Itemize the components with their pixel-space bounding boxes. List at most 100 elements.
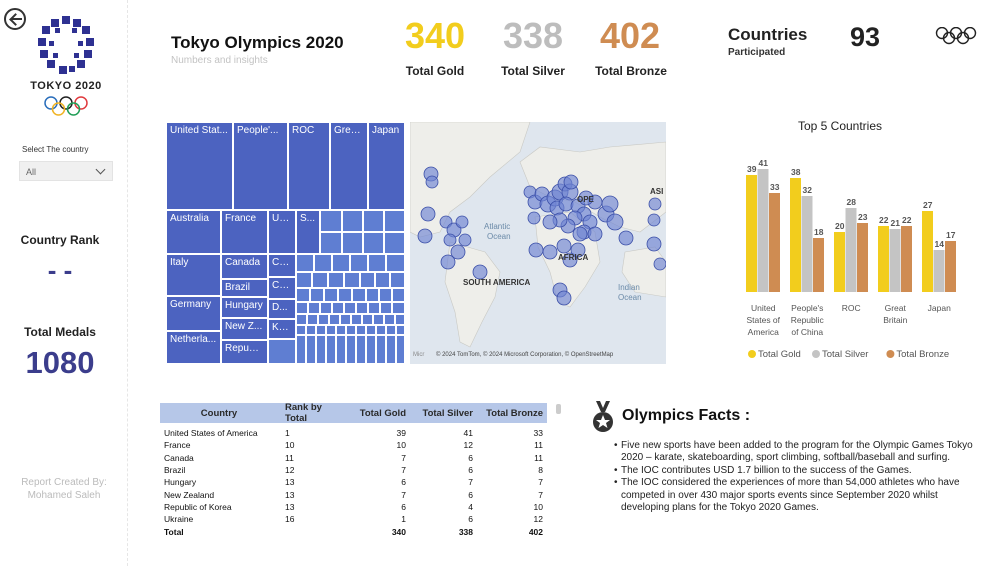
map-bubble[interactable] — [556, 290, 572, 306]
back-arrow-icon[interactable] — [4, 8, 26, 30]
chart-bar[interactable] — [945, 241, 956, 292]
treemap-cell[interactable] — [296, 302, 308, 314]
map-bubble[interactable] — [443, 233, 457, 247]
treemap-cell[interactable] — [360, 272, 375, 288]
treemap-cell[interactable] — [342, 232, 363, 254]
treemap-cell[interactable]: S... — [296, 210, 320, 254]
treemap-cell[interactable]: ROC — [288, 122, 330, 210]
treemap-cell[interactable]: Netherla... — [166, 331, 221, 364]
map-bubble[interactable] — [556, 238, 572, 254]
map-bubble[interactable] — [570, 242, 586, 258]
treemap-cell[interactable] — [346, 335, 356, 364]
treemap-cell[interactable] — [392, 288, 405, 302]
treemap-cell[interactable] — [384, 210, 405, 232]
treemap-cell[interactable]: Italy — [166, 254, 221, 296]
treemap-cell[interactable] — [344, 302, 356, 314]
treemap-cell[interactable] — [318, 314, 329, 325]
treemap-cell[interactable] — [379, 288, 392, 302]
treemap-cell[interactable] — [384, 232, 405, 254]
treemap-cell[interactable] — [350, 254, 368, 272]
chart-bar[interactable] — [757, 169, 769, 292]
map-bubble[interactable] — [458, 233, 472, 247]
treemap-cell[interactable]: Ke... — [268, 319, 296, 339]
treemap-cell[interactable] — [320, 210, 342, 232]
treemap-cell[interactable] — [386, 325, 396, 335]
map-bubble[interactable] — [528, 242, 544, 258]
treemap-cell[interactable] — [352, 288, 366, 302]
chart-bar[interactable] — [933, 250, 945, 292]
treemap-cell[interactable]: United Stat... — [166, 122, 233, 210]
treemap-cell[interactable] — [375, 272, 390, 288]
treemap-cell[interactable]: New Z... — [221, 318, 268, 340]
treemap-cell[interactable] — [384, 314, 395, 325]
treemap-cell[interactable] — [376, 325, 386, 335]
treemap-cell[interactable] — [396, 335, 405, 364]
chart-bar[interactable] — [746, 175, 757, 292]
treemap-cell[interactable] — [324, 288, 338, 302]
treemap-cell[interactable] — [366, 335, 376, 364]
treemap-cell[interactable] — [368, 254, 386, 272]
treemap-cell[interactable]: Australia — [166, 210, 221, 254]
treemap-cell[interactable] — [332, 302, 344, 314]
treemap-cell[interactable] — [380, 302, 392, 314]
treemap-cell[interactable] — [338, 288, 352, 302]
treemap-cell[interactable]: Hungary — [221, 297, 268, 318]
treemap-cell[interactable] — [356, 302, 368, 314]
treemap-cell[interactable] — [296, 325, 306, 335]
treemap-cell[interactable] — [296, 288, 310, 302]
treemap-cell[interactable] — [307, 314, 318, 325]
treemap-cell[interactable]: Grea... — [330, 122, 368, 210]
chart-bar[interactable] — [878, 226, 889, 292]
treemap-cell[interactable] — [342, 210, 363, 232]
treemap-cell[interactable] — [326, 335, 336, 364]
map-bubble[interactable] — [563, 174, 579, 190]
map-bubble[interactable] — [425, 175, 439, 189]
map-bubble[interactable] — [647, 213, 661, 227]
chart-bar[interactable] — [889, 229, 901, 292]
map-bubble[interactable] — [606, 213, 624, 231]
medals-treemap[interactable]: United Stat... People'... ROC Grea... Japan A… — [166, 122, 405, 364]
treemap-cell[interactable] — [320, 232, 342, 254]
treemap-cell[interactable] — [306, 325, 316, 335]
chart-bar[interactable] — [857, 223, 868, 292]
treemap-cell[interactable] — [346, 325, 356, 335]
map-bubble[interactable] — [440, 254, 456, 270]
treemap-cell[interactable] — [320, 302, 332, 314]
treemap-cell[interactable] — [366, 288, 379, 302]
treemap-cell[interactable] — [336, 325, 346, 335]
treemap-cell[interactable]: Canada — [221, 254, 268, 279]
treemap-cell[interactable] — [373, 314, 384, 325]
treemap-cell[interactable] — [310, 288, 324, 302]
treemap-cell[interactable] — [340, 314, 351, 325]
treemap-cell[interactable] — [296, 272, 312, 288]
map-bubble[interactable] — [562, 252, 578, 268]
treemap-cell[interactable] — [332, 254, 350, 272]
map-bubble[interactable] — [572, 226, 588, 242]
treemap-cell[interactable] — [329, 314, 340, 325]
treemap-cell[interactable] — [268, 339, 296, 364]
treemap-cell[interactable]: Japan — [368, 122, 405, 210]
treemap-cell[interactable] — [376, 335, 386, 364]
treemap-cell[interactable] — [396, 325, 405, 335]
map-attribution[interactable]: © 2024 TomTom, © 2024 Microsoft Corporat… — [436, 351, 614, 358]
chart-bar[interactable] — [922, 211, 933, 292]
map-bubble[interactable] — [450, 244, 466, 260]
map-bubble[interactable] — [578, 190, 594, 206]
map-bubble[interactable] — [542, 214, 558, 230]
map-bubble[interactable] — [527, 211, 541, 225]
table-header-cell[interactable]: Country — [200, 407, 238, 419]
treemap-cell[interactable] — [308, 302, 320, 314]
treemap-cell[interactable] — [356, 325, 366, 335]
treemap-cell[interactable]: Brazil — [221, 279, 268, 297]
chart-bar[interactable] — [801, 196, 813, 292]
treemap-cell[interactable] — [316, 325, 326, 335]
treemap-cell[interactable] — [366, 325, 376, 335]
map-bubble[interactable] — [618, 230, 634, 246]
treemap-cell[interactable]: Republ... — [221, 340, 268, 364]
map-bubble[interactable] — [417, 228, 433, 244]
treemap-cell[interactable] — [296, 314, 307, 325]
country-select[interactable]: All — [19, 161, 113, 181]
treemap-cell[interactable] — [390, 272, 405, 288]
treemap-cell[interactable]: Ch... — [268, 254, 296, 277]
treemap-cell[interactable] — [336, 335, 346, 364]
